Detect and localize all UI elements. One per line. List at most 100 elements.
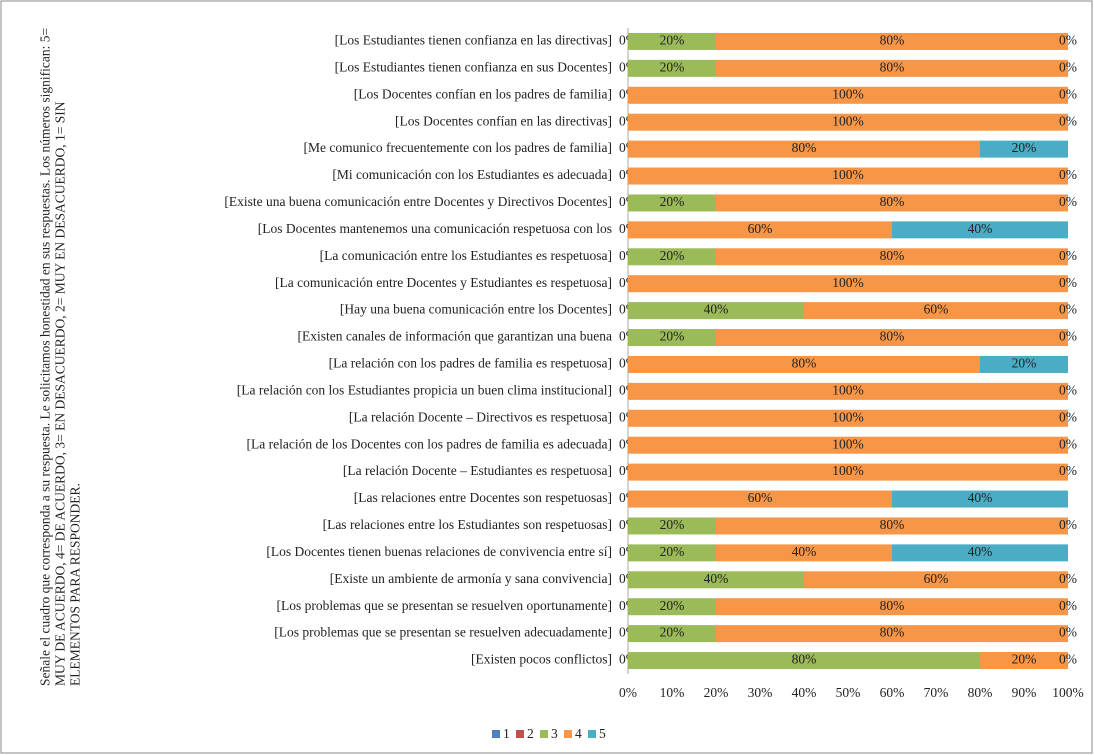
bar-segment bbox=[628, 302, 804, 320]
data-label: 100% bbox=[832, 436, 864, 451]
bar-segment bbox=[716, 194, 1068, 212]
data-label: 0% bbox=[1059, 382, 1077, 397]
data-label: 80% bbox=[792, 140, 817, 155]
category-label: [Los Docentes mantenemos una comunicació… bbox=[258, 221, 612, 236]
legend-label: 1 bbox=[503, 726, 510, 741]
data-label: 100% bbox=[832, 409, 864, 424]
data-label: 0% bbox=[1059, 436, 1077, 451]
data-label: 80% bbox=[792, 356, 817, 371]
legend-label: 4 bbox=[575, 726, 582, 741]
x-tick-label: 40% bbox=[792, 685, 817, 700]
bar-segment bbox=[628, 436, 1068, 454]
category-label: [Los Docentes tienen buenas relaciones d… bbox=[266, 544, 612, 559]
x-tick-label: 90% bbox=[1012, 685, 1037, 700]
data-label: 20% bbox=[660, 598, 685, 613]
y-axis-title: Señale el cuadro que corresponda a su re… bbox=[37, 27, 83, 686]
bar-segment bbox=[628, 517, 716, 535]
data-label: 60% bbox=[924, 302, 949, 317]
data-label: 0% bbox=[1059, 517, 1077, 532]
data-label: 0% bbox=[1059, 329, 1077, 344]
bar-segment bbox=[892, 221, 1068, 239]
category-label: [Me comunico frecuentemente con los padr… bbox=[304, 140, 613, 155]
bar-segment bbox=[716, 517, 1068, 535]
category-label: [La relación Docente – Estudiantes es re… bbox=[343, 463, 612, 478]
bar-segment bbox=[628, 652, 980, 670]
data-label: 0% bbox=[1059, 113, 1077, 128]
category-label: [Los Estudiantes tienen confianza en las… bbox=[335, 33, 612, 48]
data-label: 0% bbox=[1059, 194, 1077, 209]
category-label: [Existe una buena comunicación entre Doc… bbox=[224, 194, 612, 209]
data-label: 20% bbox=[660, 59, 685, 74]
bar-segment bbox=[804, 302, 1068, 320]
bar-segment bbox=[716, 544, 892, 562]
bar-segment bbox=[716, 329, 1068, 347]
category-label: [Existe un ambiente de armonía y sana co… bbox=[330, 571, 612, 586]
data-label: 60% bbox=[924, 571, 949, 586]
category-label: [Mi comunicación con los Estudiantes es … bbox=[332, 167, 612, 182]
data-label: 40% bbox=[704, 571, 729, 586]
x-tick-label: 50% bbox=[836, 685, 861, 700]
legend-swatch bbox=[588, 730, 596, 738]
data-label: 60% bbox=[748, 490, 773, 505]
bar-segment bbox=[980, 140, 1068, 158]
bar-segment bbox=[628, 194, 716, 212]
bar-segment bbox=[716, 625, 1068, 643]
data-label: 20% bbox=[660, 625, 685, 640]
data-label: 20% bbox=[660, 544, 685, 559]
bar-segment bbox=[628, 221, 892, 239]
data-label: 80% bbox=[880, 194, 905, 209]
data-label: 80% bbox=[792, 652, 817, 667]
data-label: 80% bbox=[880, 625, 905, 640]
data-label: 100% bbox=[832, 275, 864, 290]
data-label: 0% bbox=[1059, 33, 1077, 48]
data-label: 20% bbox=[660, 33, 685, 48]
bar-segment bbox=[628, 329, 716, 347]
x-tick-label: 100% bbox=[1052, 685, 1084, 700]
category-label: [Los Estudiantes tienen confianza en sus… bbox=[335, 59, 612, 74]
category-label: [La relación con los padres de familia e… bbox=[329, 356, 612, 371]
bar-segment bbox=[716, 59, 1068, 77]
data-label: 40% bbox=[968, 490, 993, 505]
bar-segment bbox=[628, 571, 804, 589]
x-tick-label: 80% bbox=[968, 685, 993, 700]
data-label: 0% bbox=[1059, 598, 1077, 613]
x-tick-label: 70% bbox=[924, 685, 949, 700]
data-label: 80% bbox=[880, 59, 905, 74]
bar-segment bbox=[804, 571, 1068, 589]
data-label: 80% bbox=[880, 329, 905, 344]
category-label: [Las relaciones entre Docentes son respe… bbox=[354, 490, 612, 505]
category-label: [La relación de los Docentes con los pad… bbox=[247, 436, 612, 451]
data-label: 40% bbox=[968, 544, 993, 559]
category-label: [Existen canales de información que gara… bbox=[298, 329, 613, 344]
data-label: 0% bbox=[1059, 59, 1077, 74]
category-label: [La relación Docente – Directivos es res… bbox=[349, 409, 612, 424]
data-label: 100% bbox=[832, 167, 864, 182]
bar-segment bbox=[892, 544, 1068, 562]
data-label: 0% bbox=[1059, 409, 1077, 424]
bar-segment bbox=[628, 59, 716, 77]
data-label: 80% bbox=[880, 517, 905, 532]
data-label: 20% bbox=[660, 329, 685, 344]
data-label: 40% bbox=[968, 221, 993, 236]
category-label: [La relación con los Estudiantes propici… bbox=[237, 382, 612, 397]
bar-segment bbox=[628, 167, 1068, 185]
bar-segment bbox=[980, 355, 1068, 373]
legend-swatch bbox=[540, 730, 548, 738]
bar-segment bbox=[892, 490, 1068, 508]
data-label: 100% bbox=[832, 463, 864, 478]
legend-label: 5 bbox=[599, 726, 606, 741]
x-tick-label: 60% bbox=[880, 685, 905, 700]
data-label: 0% bbox=[1059, 463, 1077, 478]
category-label: [La comunicación entre los Estudiantes e… bbox=[320, 248, 612, 263]
category-label: [Los problemas que se presentan se resue… bbox=[274, 625, 612, 640]
bar-segment bbox=[628, 598, 716, 616]
x-tick-label: 30% bbox=[748, 685, 773, 700]
bar-segment bbox=[716, 248, 1068, 266]
bar-segment bbox=[716, 32, 1068, 50]
bar-segment bbox=[628, 275, 1068, 293]
category-label: [Los Docentes confían en los padres de f… bbox=[354, 86, 612, 101]
bar-segment bbox=[628, 32, 716, 50]
legend-label: 2 bbox=[527, 726, 534, 741]
